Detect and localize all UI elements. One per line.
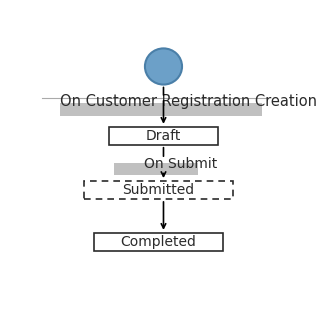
FancyBboxPatch shape xyxy=(94,233,223,251)
Text: Submitted: Submitted xyxy=(122,183,195,197)
Text: On Customer Registration Creation: On Customer Registration Creation xyxy=(60,94,317,109)
FancyBboxPatch shape xyxy=(84,181,233,199)
Text: On Submit: On Submit xyxy=(144,157,217,171)
FancyBboxPatch shape xyxy=(109,127,218,145)
Text: Completed: Completed xyxy=(121,235,197,249)
Circle shape xyxy=(145,49,182,85)
Bar xyxy=(114,163,197,175)
Text: Draft: Draft xyxy=(146,129,181,143)
Bar xyxy=(60,103,262,116)
